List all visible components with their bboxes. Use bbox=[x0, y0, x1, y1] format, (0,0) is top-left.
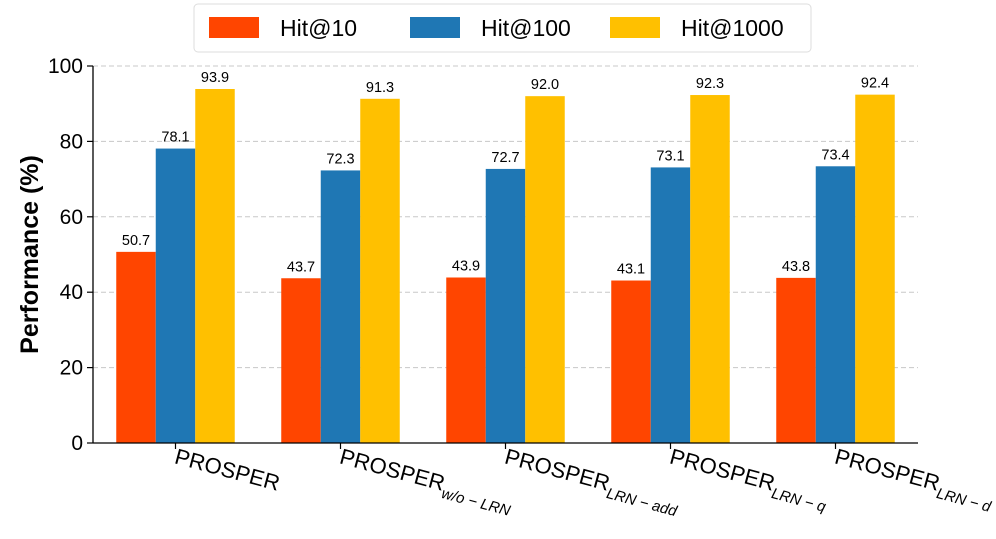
x-category-subscript: LRN − add bbox=[605, 485, 680, 520]
data-label-hit-10-0: 50.7 bbox=[122, 233, 150, 249]
bar-hit-1000-2 bbox=[525, 96, 565, 443]
legend-label-hit-100: Hit@100 bbox=[481, 15, 571, 41]
x-category-base: PROSPER bbox=[502, 444, 612, 496]
bars bbox=[116, 88, 895, 444]
x-category-label-1: PROSPERw/o − LRN bbox=[336, 444, 516, 520]
data-label-hit-1000-0: 93.9 bbox=[201, 70, 229, 86]
ytick-label-100: 100 bbox=[48, 55, 83, 78]
x-category-label-0: PROSPER bbox=[172, 444, 282, 496]
bar-hit-100-4 bbox=[815, 166, 856, 444]
axes bbox=[87, 65, 918, 449]
data-label-hit-1000-2: 92.0 bbox=[531, 77, 559, 93]
bar-hit-1000-0 bbox=[195, 88, 235, 443]
bar-hit-10-3 bbox=[611, 280, 651, 443]
data-label-hit-1000-3: 92.3 bbox=[696, 76, 724, 92]
ytick-label-20: 20 bbox=[60, 357, 83, 380]
x-category-base: PROSPER bbox=[172, 444, 282, 496]
data-label-hit-100-3: 73.1 bbox=[656, 148, 684, 164]
ytick-label-0: 0 bbox=[71, 432, 83, 455]
y-axis-label: Performance (%) bbox=[16, 155, 44, 354]
data-label-hit-1000-4: 92.4 bbox=[861, 76, 889, 92]
bar-hit-10-4 bbox=[776, 277, 816, 443]
x-category-base: PROSPER bbox=[832, 444, 942, 496]
x-category-label-2: PROSPERLRN − add bbox=[501, 444, 683, 521]
bar-hit-10-1 bbox=[281, 278, 321, 443]
bar-hit-1000-3 bbox=[690, 95, 730, 444]
legend-swatch-hit-10 bbox=[209, 17, 259, 38]
data-label-hit-10-1: 43.7 bbox=[287, 259, 315, 275]
x-category-label-4: PROSPERLRN − d bbox=[831, 444, 996, 516]
legend-swatch-hit-100 bbox=[410, 17, 460, 38]
data-label-hit-10-2: 43.9 bbox=[452, 258, 480, 274]
bar-hit-100-1 bbox=[320, 170, 361, 443]
legend-frame bbox=[193, 3, 812, 53]
bar-hit-10-0 bbox=[116, 251, 156, 443]
data-label-hit-100-0: 78.1 bbox=[161, 130, 189, 146]
legend: Hit@10 Hit@100 Hit@1000 bbox=[193, 3, 812, 53]
data-label-hit-100-2: 72.7 bbox=[491, 150, 519, 166]
bar-hit-1000-1 bbox=[360, 98, 400, 443]
x-category-subscript: LRN − q bbox=[770, 485, 829, 516]
bar-hit-100-0 bbox=[155, 148, 196, 444]
bar-hit-100-2 bbox=[485, 168, 526, 443]
data-label-hit-10-4: 43.8 bbox=[782, 259, 810, 275]
bar-hit-100-3 bbox=[650, 167, 691, 443]
x-category-subscript: LRN − d bbox=[935, 485, 994, 516]
data-label-hit-100-4: 73.4 bbox=[821, 147, 849, 163]
data-label-hit-100-1: 72.3 bbox=[326, 151, 354, 167]
legend-label-hit-10: Hit@10 bbox=[280, 15, 357, 41]
x-category-base: PROSPER bbox=[667, 444, 777, 496]
data-label-hit-1000-1: 91.3 bbox=[366, 80, 394, 96]
legend-label-hit-1000: Hit@1000 bbox=[681, 15, 784, 41]
ytick-label-40: 40 bbox=[60, 281, 83, 304]
bar-hit-1000-4 bbox=[855, 94, 895, 443]
bar-hit-10-2 bbox=[446, 277, 486, 443]
x-category-base: PROSPER bbox=[337, 444, 447, 496]
ytick-label-60: 60 bbox=[60, 206, 83, 229]
x-category-subscript: w/o − LRN bbox=[440, 485, 513, 520]
ytick-label-80: 80 bbox=[60, 130, 83, 153]
legend-swatch-hit-1000 bbox=[610, 17, 660, 38]
data-label-hit-10-3: 43.1 bbox=[617, 262, 645, 278]
x-category-label-3: PROSPERLRN − q bbox=[666, 444, 832, 516]
